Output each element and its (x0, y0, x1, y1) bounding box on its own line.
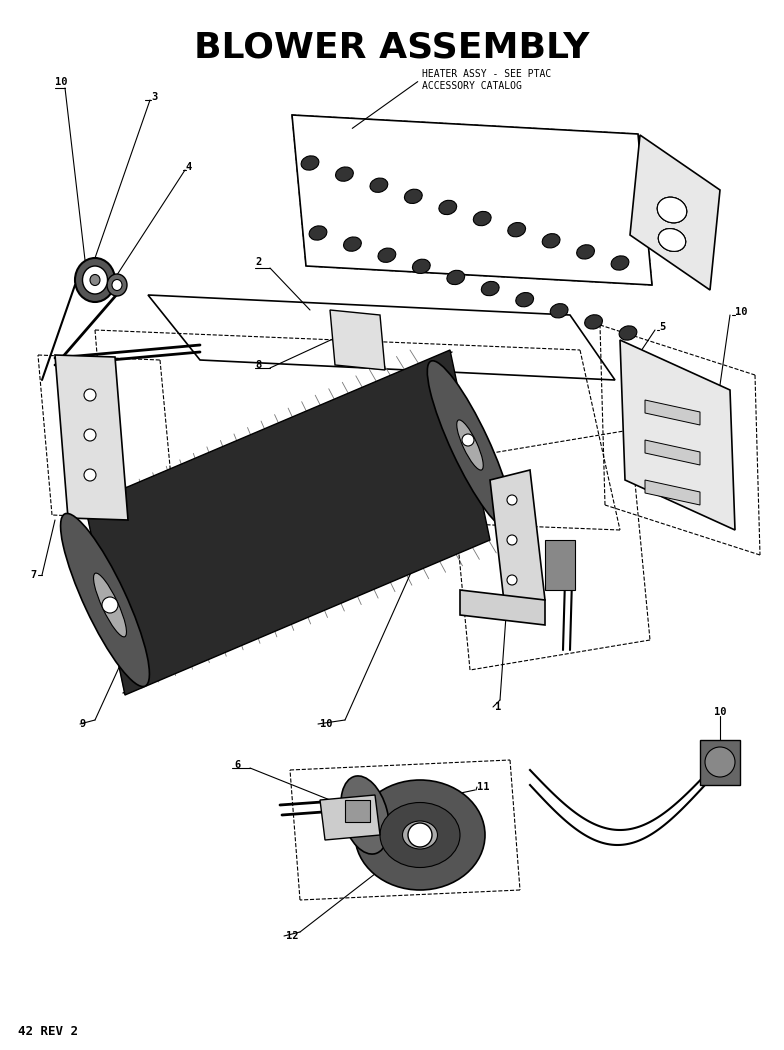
Text: 11: 11 (477, 782, 489, 792)
Ellipse shape (405, 189, 423, 204)
Text: 10: 10 (713, 707, 726, 717)
Ellipse shape (336, 167, 354, 182)
Ellipse shape (412, 259, 430, 273)
Circle shape (102, 597, 118, 613)
Ellipse shape (611, 256, 629, 270)
Circle shape (408, 823, 432, 847)
Ellipse shape (107, 274, 127, 296)
Polygon shape (645, 440, 700, 465)
Text: 6: 6 (234, 760, 240, 770)
Ellipse shape (378, 248, 396, 262)
Text: 9: 9 (80, 719, 86, 729)
Polygon shape (645, 480, 700, 505)
Circle shape (507, 575, 517, 585)
Ellipse shape (75, 258, 115, 302)
Ellipse shape (370, 178, 388, 192)
Ellipse shape (481, 281, 499, 296)
Ellipse shape (380, 802, 460, 867)
Circle shape (462, 434, 474, 446)
Ellipse shape (93, 573, 126, 637)
Polygon shape (630, 135, 720, 290)
Text: 8: 8 (255, 360, 261, 370)
Ellipse shape (659, 229, 686, 251)
Circle shape (507, 536, 517, 545)
Ellipse shape (341, 776, 389, 854)
Polygon shape (645, 400, 700, 425)
Text: ACCESSORY CATALOG: ACCESSORY CATALOG (422, 81, 522, 91)
Ellipse shape (301, 155, 319, 170)
Text: 42 REV 2: 42 REV 2 (18, 1025, 78, 1038)
Ellipse shape (585, 315, 602, 329)
Text: 5: 5 (659, 322, 666, 332)
Ellipse shape (474, 211, 491, 226)
Ellipse shape (402, 821, 437, 849)
Ellipse shape (427, 361, 513, 529)
Ellipse shape (659, 229, 686, 251)
Text: 2: 2 (255, 257, 261, 267)
Ellipse shape (516, 293, 534, 307)
Ellipse shape (657, 197, 687, 223)
Text: 12: 12 (286, 931, 299, 941)
Text: 10: 10 (320, 719, 332, 729)
Ellipse shape (457, 420, 483, 470)
Ellipse shape (659, 229, 686, 251)
Ellipse shape (90, 274, 100, 286)
Text: 10: 10 (55, 77, 67, 87)
Text: 7: 7 (30, 570, 36, 580)
Polygon shape (320, 795, 380, 840)
Text: 4: 4 (186, 162, 192, 172)
Ellipse shape (447, 270, 465, 285)
Circle shape (84, 469, 96, 481)
Ellipse shape (439, 201, 456, 214)
Ellipse shape (355, 780, 485, 890)
Text: HEATER ASSY - SEE PTAC: HEATER ASSY - SEE PTAC (422, 69, 551, 79)
Ellipse shape (60, 513, 150, 687)
Circle shape (705, 747, 735, 777)
Polygon shape (460, 590, 545, 625)
Circle shape (507, 495, 517, 505)
Circle shape (84, 388, 96, 401)
Ellipse shape (508, 223, 525, 237)
Polygon shape (330, 310, 385, 370)
Ellipse shape (657, 197, 687, 223)
Text: 1: 1 (495, 702, 501, 712)
Bar (545, 540, 575, 590)
Polygon shape (620, 340, 735, 530)
Ellipse shape (112, 279, 122, 291)
Ellipse shape (619, 326, 637, 340)
Ellipse shape (657, 197, 687, 223)
Ellipse shape (543, 234, 560, 248)
Polygon shape (490, 470, 545, 610)
Polygon shape (292, 116, 652, 285)
Text: BLOWER ASSEMBLY: BLOWER ASSEMBLY (194, 30, 590, 64)
Circle shape (84, 429, 96, 441)
Bar (345, 800, 370, 822)
Ellipse shape (82, 266, 107, 294)
Text: 3: 3 (151, 92, 158, 102)
Bar (700, 740, 740, 785)
Ellipse shape (309, 226, 327, 240)
Ellipse shape (577, 245, 594, 259)
Text: 10: 10 (735, 307, 747, 317)
Polygon shape (55, 355, 128, 520)
Polygon shape (148, 295, 615, 380)
Ellipse shape (550, 303, 568, 318)
Ellipse shape (343, 237, 361, 251)
Polygon shape (85, 350, 490, 695)
